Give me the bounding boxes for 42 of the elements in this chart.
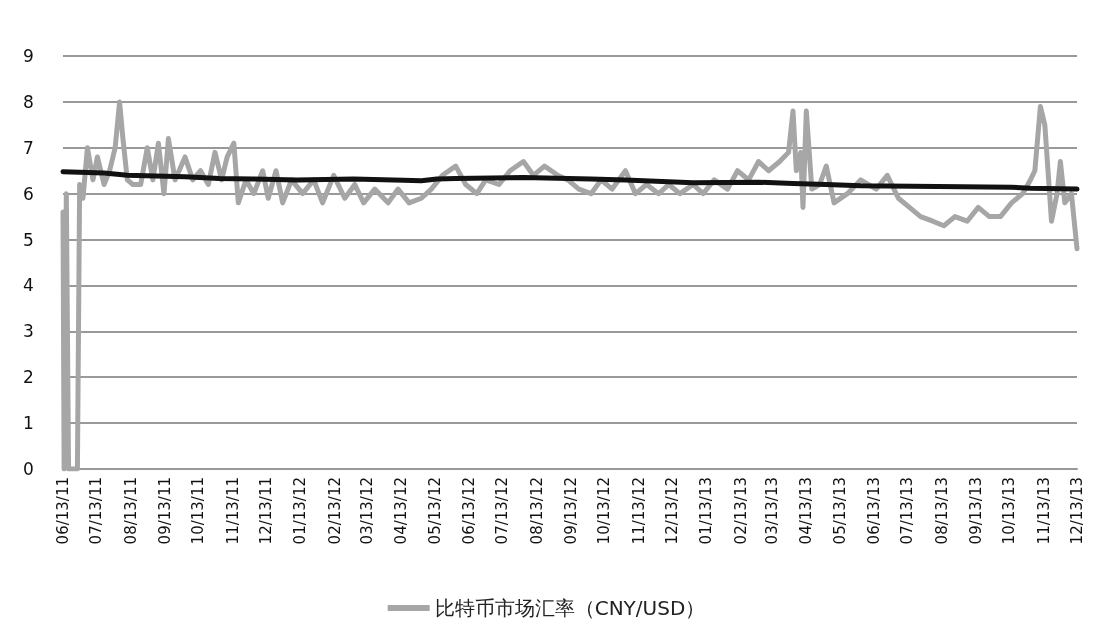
x-tick-label: 05/13/12 (425, 477, 444, 545)
x-tick-label: 08/13/12 (527, 477, 546, 545)
x-tick-label: 04/13/12 (392, 477, 411, 545)
x-tick-label: 02/13/13 (731, 477, 750, 545)
y-tick-label: 8 (23, 91, 34, 112)
x-tick-label: 10/13/11 (189, 477, 208, 545)
x-tick-label: 03/13/13 (762, 477, 781, 545)
x-tick-label: 09/13/12 (562, 477, 581, 545)
x-tick-label: 06/13/12 (460, 477, 479, 545)
x-tick-label: 09/13/11 (156, 477, 175, 545)
x-tick-label: 01/13/12 (291, 477, 310, 545)
x-tick-label: 11/13/12 (629, 477, 648, 545)
legend-label: 比特币市场汇率（CNY/USD） (434, 596, 706, 620)
x-tick-label: 03/13/12 (357, 477, 376, 545)
x-tick-label: 09/13/13 (967, 477, 986, 545)
x-tick-label: 04/13/13 (797, 477, 816, 545)
y-tick-label: 0 (23, 459, 34, 479)
x-tick-label: 01/13/13 (697, 477, 716, 545)
y-tick-label: 6 (23, 183, 34, 204)
y-tick-label: 5 (23, 229, 34, 250)
y-tick-label: 1 (23, 413, 34, 434)
x-tick-label: 08/13/13 (932, 477, 951, 545)
x-tick-label: 12/13/11 (257, 477, 276, 545)
x-tick-label: 05/13/13 (830, 477, 849, 545)
x-tick-label: 02/13/12 (325, 477, 344, 545)
x-tick-label: 07/13/13 (898, 477, 917, 545)
x-tick-label: 10/13/12 (595, 477, 614, 545)
y-tick-label: 4 (23, 275, 34, 296)
y-tick-label: 9 (23, 46, 34, 66)
x-tick-label: 10/13/13 (1000, 477, 1019, 545)
x-tick-label: 06/13/13 (864, 477, 883, 545)
x-tick-label: 08/13/11 (121, 477, 140, 545)
x-tick-label: 07/13/11 (87, 477, 106, 545)
y-tick-label: 3 (23, 321, 34, 342)
y-tick-label: 2 (23, 367, 34, 388)
x-tick-label: 11/13/13 (1034, 477, 1053, 545)
x-tick-label: 12/13/12 (663, 477, 682, 545)
x-tick-label: 11/13/11 (223, 477, 242, 545)
y-tick-label: 7 (23, 137, 34, 158)
x-tick-label: 07/13/12 (493, 477, 512, 545)
x-tick-label: 12/13/13 (1068, 477, 1086, 545)
x-tick-label: 06/13/11 (54, 477, 72, 545)
